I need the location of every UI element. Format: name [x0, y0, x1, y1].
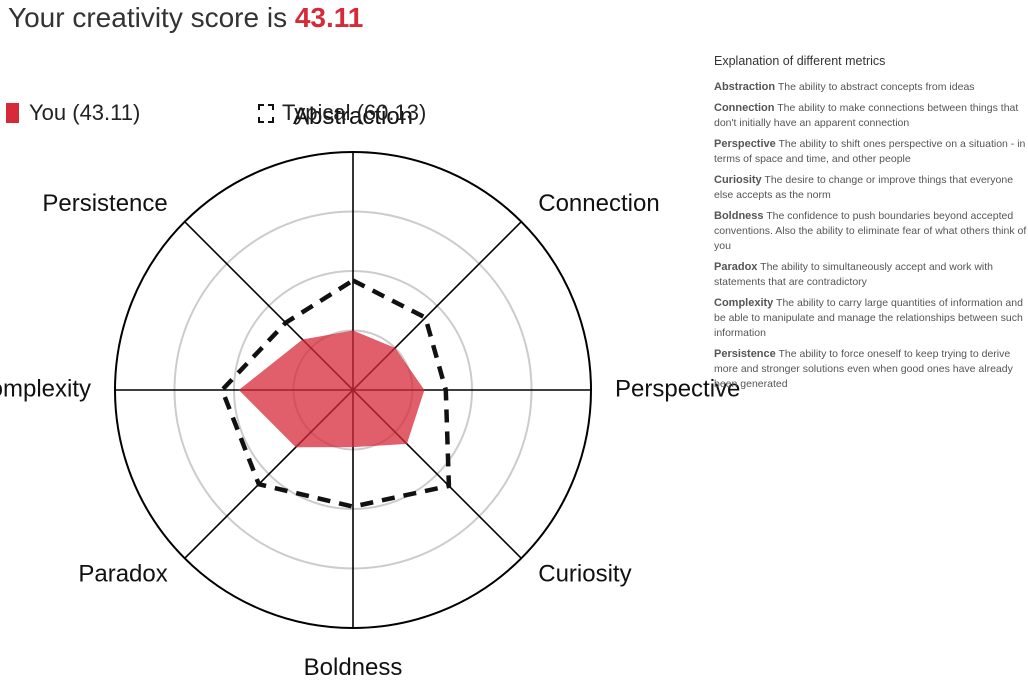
- metric-connection: Connection The ability to make connectio…: [714, 101, 1028, 131]
- metric-abstraction: Abstraction The ability to abstract conc…: [714, 80, 1028, 95]
- series-you-area: [238, 330, 425, 448]
- metric-name: Perspective: [714, 138, 776, 150]
- axis-label-paradox: Paradox: [78, 561, 167, 588]
- metric-perspective: Perspective The ability to shift ones pe…: [714, 137, 1028, 167]
- metric-description: The ability to force oneself to keep try…: [714, 348, 1013, 390]
- metric-description: The ability to carry large quantities of…: [714, 297, 1023, 339]
- metric-boldness: Boldness The confidence to push boundari…: [714, 209, 1028, 254]
- axis-labels: Abstraction Connection Perspective Curiosit…: [0, 103, 740, 681]
- legend-item-typical[interactable]: Typical (60.13): [258, 100, 426, 126]
- metrics-explanation: Explanation of different metrics Abstrac…: [714, 54, 1028, 398]
- axis-label-abstraction: Abstraction: [293, 103, 413, 130]
- metric-name: Curiosity: [714, 174, 762, 186]
- metric-description: The ability to simultaneously accept and…: [714, 261, 994, 288]
- metric-list: Abstraction The ability to abstract conc…: [714, 80, 1028, 392]
- axis-label-complexity: Complexity: [0, 375, 91, 402]
- metric-persistence: Persistence The ability to force oneself…: [714, 347, 1028, 392]
- explanation-heading: Explanation of different metrics: [714, 54, 886, 68]
- legend-label-you: You (43.11): [29, 100, 141, 125]
- legend-swatch-typical: [258, 103, 274, 123]
- metric-description: The ability to make connections between …: [714, 102, 1019, 129]
- metric-description: The ability to shift ones perspective on…: [714, 138, 1026, 165]
- metric-name: Boldness: [714, 210, 764, 222]
- legend-label-typical: Typical (60.13): [282, 100, 427, 125]
- metric-name: Persistence: [714, 348, 776, 360]
- axis-label-connection: Connection: [538, 190, 659, 217]
- metric-curiosity: Curiosity The desire to change or improv…: [714, 173, 1028, 203]
- metric-name: Abstraction: [714, 81, 776, 93]
- metric-paradox: Paradox The ability to simultaneously ac…: [714, 260, 1028, 290]
- metric-complexity: Complexity The ability to carry large qu…: [714, 296, 1028, 341]
- metric-description: The ability to abstract concepts from id…: [775, 81, 975, 93]
- page-title: Your creativity score is 43.11: [8, 2, 363, 34]
- metric-name: Complexity: [714, 297, 774, 309]
- axis-label-boldness: Boldness: [304, 654, 403, 681]
- metric-name: Connection: [714, 102, 775, 114]
- title-prefix: Your creativity score is: [8, 2, 295, 33]
- creativity-score: 43.11: [294, 2, 364, 33]
- radar-series: [219, 277, 452, 509]
- metric-description: The confidence to push boundaries beyond…: [714, 210, 1027, 252]
- legend-swatch-you: [6, 103, 19, 123]
- axis-label-curiosity: Curiosity: [538, 561, 631, 588]
- axis-label-persistence: Persistence: [42, 190, 167, 217]
- metric-description: The desire to change or improve things t…: [714, 174, 1014, 201]
- axis-label-perspective: Perspective: [615, 375, 740, 402]
- legend-item-you[interactable]: You (43.11): [6, 100, 140, 126]
- metric-name: Paradox: [714, 261, 758, 273]
